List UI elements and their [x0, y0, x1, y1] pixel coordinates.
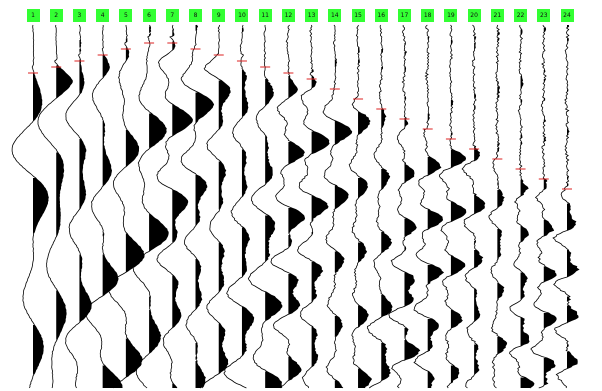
- trace-fill-10: [241, 28, 254, 357]
- trace-fill-14: [334, 59, 352, 388]
- trace-14: [322, 24, 353, 389]
- channel-label-20: 20: [467, 9, 481, 22]
- channel-label-6: 6: [142, 9, 156, 22]
- channel-label-17: 17: [397, 9, 411, 22]
- trace-13: [297, 24, 330, 389]
- trace-fill-11: [265, 79, 282, 388]
- trace-16: [366, 24, 393, 389]
- trace-fill-16: [381, 49, 393, 381]
- trace-fill-12: [288, 76, 305, 381]
- trace-fill-20: [474, 37, 485, 375]
- trace-fill-6: [149, 26, 169, 354]
- trace-17: [388, 24, 421, 389]
- trace-21: [488, 24, 508, 389]
- trace-20: [461, 24, 486, 389]
- channel-label-4: 4: [96, 9, 110, 22]
- trace-11: [247, 24, 283, 389]
- channel-label-21: 21: [490, 9, 504, 22]
- trace-6: [132, 24, 169, 389]
- channel-label-15: 15: [351, 9, 365, 22]
- channel-label-23: 23: [537, 9, 551, 22]
- trace-10: [223, 24, 255, 389]
- trace-9: [201, 24, 231, 389]
- trace-23: [530, 24, 557, 389]
- trace-fill-13: [311, 70, 330, 367]
- trace-8: [180, 24, 215, 389]
- channel-label-9: 9: [212, 9, 226, 22]
- channel-label-16: 16: [374, 9, 388, 22]
- trace-fill-17: [404, 43, 420, 361]
- trace-24: [552, 24, 580, 389]
- trace-fill-1: [33, 73, 49, 375]
- channel-label-1: 1: [26, 9, 40, 22]
- trace-fill-5: [125, 38, 145, 378]
- trace-15: [348, 24, 373, 389]
- channel-label-22: 22: [514, 9, 528, 22]
- channel-label-19: 19: [444, 9, 458, 22]
- trace-fill-8: [195, 25, 214, 388]
- channel-label-24: 24: [560, 9, 574, 22]
- channel-label-11: 11: [258, 9, 272, 22]
- trace-19: [438, 24, 467, 389]
- trace-22: [509, 24, 535, 389]
- trace-5: [107, 24, 145, 389]
- trace-fill-3: [79, 40, 92, 322]
- trace-fill-4: [102, 55, 123, 388]
- trace-fill-9: [218, 80, 231, 375]
- channel-label-7: 7: [165, 9, 179, 22]
- channel-label-8: 8: [189, 9, 203, 22]
- trace-4: [85, 24, 123, 389]
- trace-fill-23: [543, 28, 557, 385]
- trace-fill-24: [567, 25, 579, 369]
- trace-fill-19: [450, 40, 466, 384]
- trace-12: [270, 24, 306, 389]
- trace-7: [156, 24, 193, 389]
- channel-label-3: 3: [72, 9, 86, 22]
- channel-label-13: 13: [305, 9, 319, 22]
- trace-18: [413, 24, 445, 389]
- channel-label-14: 14: [328, 9, 342, 22]
- channel-label-12: 12: [281, 9, 295, 22]
- channel-label-18: 18: [421, 9, 435, 22]
- channel-label-10: 10: [235, 9, 249, 22]
- trace-1: [11, 24, 49, 389]
- trace-2: [37, 24, 73, 389]
- trace-fill-18: [427, 37, 444, 388]
- trace-3: [65, 24, 92, 389]
- channel-label-5: 5: [119, 9, 133, 22]
- trace-fill-7: [172, 29, 193, 388]
- channel-label-2: 2: [49, 9, 63, 22]
